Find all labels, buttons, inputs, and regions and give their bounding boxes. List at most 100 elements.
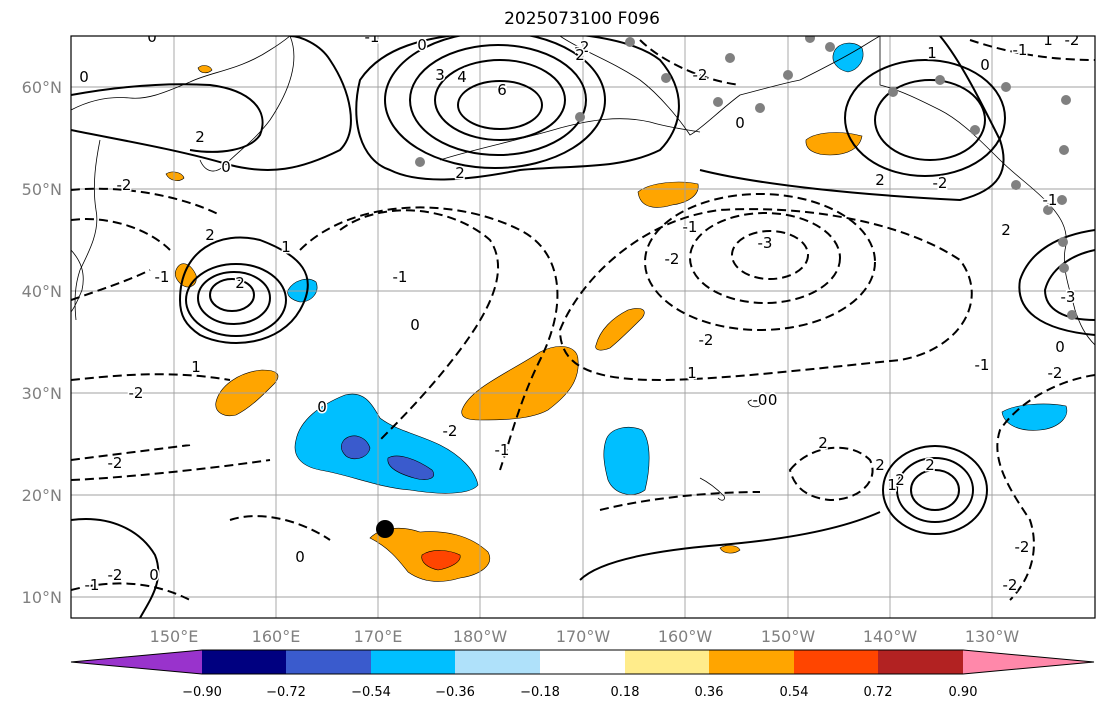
storm-marker [376,520,394,538]
contour-label: -1 [1013,41,1028,59]
coast-alaska [559,36,881,136]
station-dot [1067,310,1077,320]
contour-neg [339,209,499,441]
contour-label: -2 [933,174,948,192]
contour-label: 0 [79,68,89,86]
lon-tick: 160°W [658,627,713,646]
station-dot [825,42,835,52]
contour-pos [178,236,309,344]
colorbar-label: 0.54 [780,685,809,700]
contour-neg [299,206,559,471]
colorbar [70,649,1095,675]
contour-label: 0 [149,566,159,584]
station-dot [625,37,635,47]
coastlines [71,36,1095,501]
colorbar-bin [963,650,1094,674]
contour-label: -2 [1015,538,1030,556]
contour-label: 0 [147,28,157,46]
contour-label: 0 [417,36,427,54]
contours-positive [71,36,1095,618]
colorbar-bin [455,650,540,674]
lat-tick: 50°N [22,180,62,199]
shade-red [421,550,461,571]
shade-orange [805,132,863,156]
lat-tick: 20°N [22,486,62,505]
contour-label: 1 [1043,31,1053,49]
contour-label: -1 [683,218,698,236]
contour-label: -1 [365,28,380,46]
station-dot [713,97,723,107]
contour-neg [71,459,271,481]
contour-neg [71,269,151,301]
contour-label: -1 [155,268,170,286]
map-title: 2025073100 F096 [504,9,660,29]
contour-neg [229,515,331,541]
colorbar-label: −0.18 [520,685,560,700]
colorbar-bin [286,650,371,674]
shade-cyan [294,393,479,494]
contour-pos [579,511,881,581]
contour-neg [996,374,1095,601]
shade-cyan [603,427,650,495]
contour-label: 0 [295,548,305,566]
lon-axis: 150°E 160°E 170°E 180°W 170°W 160°W 150°… [150,627,1020,646]
station-dot [1043,205,1053,215]
lon-tick: 150°E [150,627,199,646]
contour-label: -2 [575,38,590,56]
colorbar-label: −0.90 [182,685,222,700]
shade-orange [719,545,741,554]
contour-label: 2 [875,456,885,474]
contour-pos [355,36,680,181]
contour-high-center [434,59,566,141]
coast-sakhalin [74,139,101,321]
contour-neg [558,208,973,382]
contour-label: 4 [457,68,467,86]
lat-axis: 60°N 50°N 40°N 30°N 20°N 10°N [22,78,62,607]
station-dot [575,112,585,122]
station-dots [415,36,1077,320]
contour-low-center [689,212,841,304]
lon-tick: 160°E [252,627,301,646]
contour-high-west [209,278,255,312]
station-dot [1059,145,1069,155]
coast-hawaii [699,477,725,501]
colorbar-labels: −0.90 −0.72 −0.54 −0.36 −0.18 0.18 0.36 … [182,685,977,700]
contour-pos [71,83,264,153]
contour-label: 0 [410,316,420,334]
contour-high-center [457,80,543,130]
station-dot [725,53,735,63]
lat-tick: 30°N [22,384,62,403]
contour-label: -3 [1061,288,1076,306]
coast-japan [71,249,84,313]
station-dot [783,70,793,80]
lon-tick: 150°W [761,627,816,646]
coast-aleutians [439,118,701,161]
contour-low-center [731,230,809,280]
colorbar-bin [371,650,455,674]
contour-label: 0 [1055,338,1065,356]
contour-label: -2 [665,250,680,268]
contour-label: 0 [317,398,327,416]
station-dot [1058,237,1068,247]
coast-kamchatka [199,36,295,172]
contour-label: 1 [887,476,897,494]
shade-orange [174,263,197,288]
station-dot [935,75,945,85]
contour-high-west [185,263,287,337]
colorbar-label: −0.54 [351,685,391,700]
contour-high-east [910,469,960,511]
shade-orange [637,181,699,208]
contour-label: 2 [925,456,935,474]
contour-label: -2 [1003,576,1018,594]
contour-label: -2 [117,176,132,194]
contour-label: -1 [1043,191,1058,209]
map-frame [70,35,1096,619]
contour-label: -2 [699,331,714,349]
contour-label: 1 [191,358,201,376]
contour-label: 2 [205,226,215,244]
contour-label: 1 [927,44,937,62]
contour-label: -0 [753,391,768,409]
contour-label: 2 [818,434,828,452]
contour-label: 0 [735,114,745,132]
